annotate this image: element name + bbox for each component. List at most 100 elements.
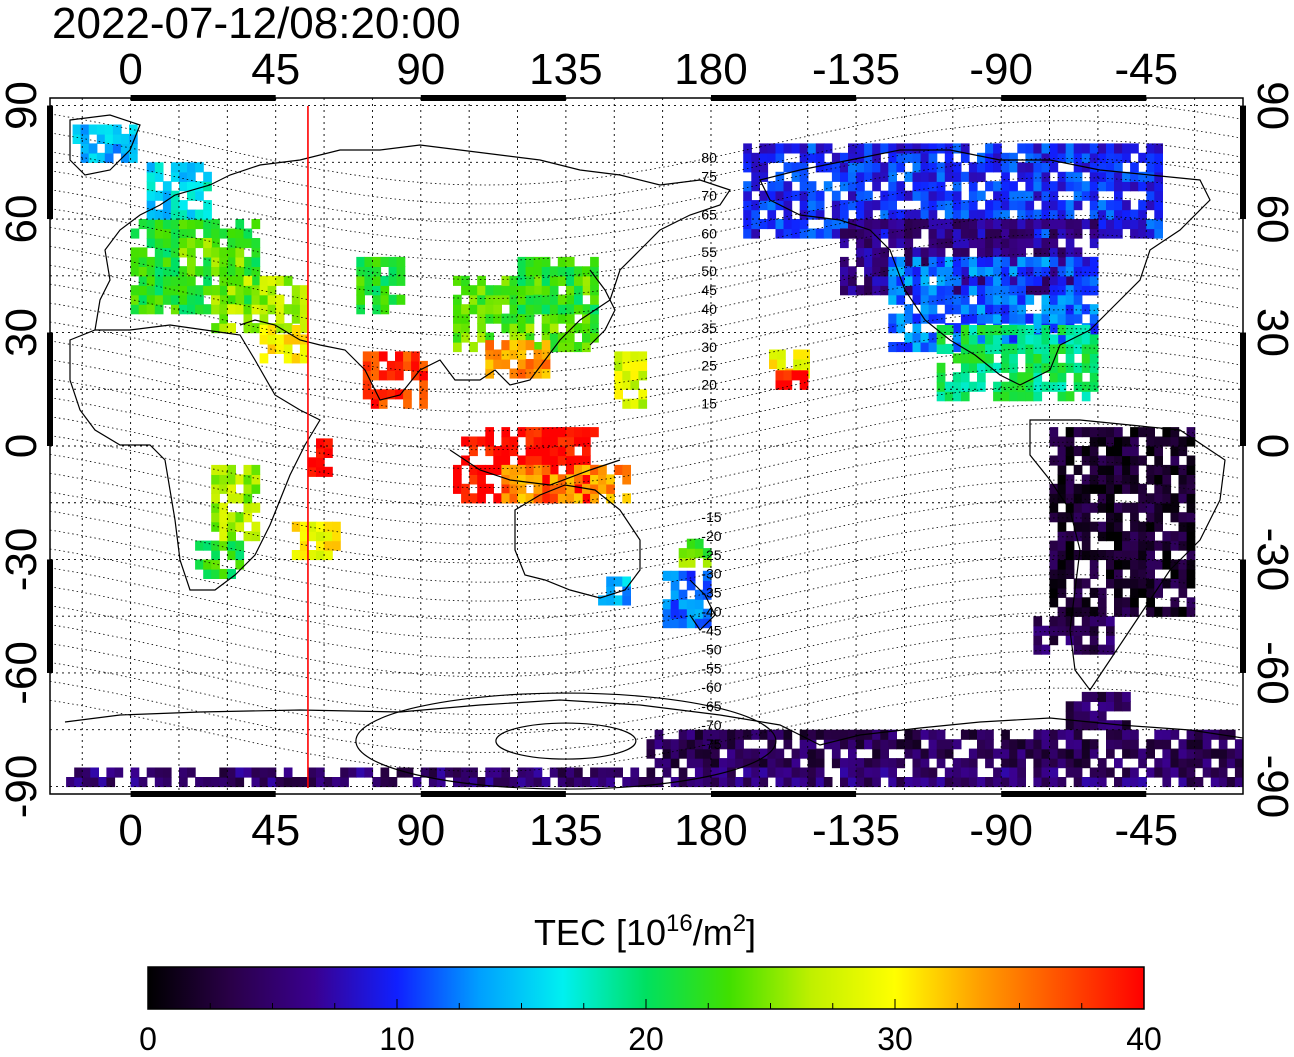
tec-cell	[378, 370, 388, 381]
tec-cell	[678, 589, 688, 600]
tec-cell	[1210, 748, 1220, 759]
tec-cell	[1097, 616, 1107, 627]
tec-cell	[944, 266, 954, 277]
tec-cell	[203, 247, 212, 258]
tec-cell	[920, 152, 930, 163]
tec-region-6	[356, 256, 406, 315]
lat-label-right-3: 0	[1248, 434, 1294, 458]
tec-cell	[1041, 152, 1051, 163]
tec-cell	[977, 353, 986, 364]
tec-cell	[1025, 294, 1035, 305]
tec-cell	[840, 228, 849, 239]
tec-cell	[541, 446, 551, 457]
tec-cell	[1049, 209, 1059, 220]
tec-cell	[1089, 209, 1099, 220]
tec-cell	[227, 256, 236, 267]
tec-cell	[1001, 171, 1010, 182]
tec-cell	[775, 777, 785, 788]
tec-cell	[356, 767, 365, 778]
tec-cell	[952, 209, 962, 220]
tec-cell	[1081, 152, 1091, 163]
tec-cell	[275, 343, 285, 354]
tec-cell	[170, 209, 180, 220]
tec-cell	[299, 550, 309, 561]
tec-cell	[848, 748, 857, 759]
tec-cell	[541, 483, 551, 494]
tec-cell	[565, 332, 575, 343]
tec-cell	[477, 275, 486, 286]
tec-cell	[840, 729, 849, 740]
tec-cell	[1089, 739, 1099, 750]
tec-cell	[170, 266, 180, 277]
tec-cell	[211, 502, 220, 513]
tec-cell	[791, 370, 801, 381]
tec-cell	[154, 294, 164, 305]
tec-cell	[501, 427, 511, 438]
tec-cell	[1162, 483, 1172, 494]
tec-cell	[1049, 323, 1059, 334]
tec-cell	[1106, 625, 1115, 636]
tec-cell	[1186, 455, 1196, 466]
tec-region-16	[291, 521, 341, 561]
tec-cell	[211, 256, 220, 267]
tec-cell	[1122, 181, 1131, 192]
tec-cell	[1065, 143, 1075, 154]
tec-cell	[1130, 729, 1139, 740]
tec-cell	[1186, 502, 1196, 513]
tec-cell	[1033, 152, 1043, 163]
tec-cell	[1154, 512, 1163, 523]
tec-cell	[1122, 767, 1131, 778]
tec-cell	[179, 228, 188, 239]
tec-cell	[211, 474, 220, 485]
tec-cell	[1089, 748, 1099, 759]
tec-cell	[1033, 162, 1043, 173]
tec-cell	[549, 464, 559, 475]
tec-cell	[920, 342, 930, 353]
tec-cell	[533, 342, 543, 353]
tec-cell	[993, 285, 1002, 296]
mlat-label-s-0: -15	[701, 509, 721, 525]
tec-cell	[1154, 729, 1163, 740]
tec-cell	[646, 739, 656, 750]
tec-cell	[944, 200, 954, 211]
mlat-label-n-3: 65	[701, 206, 717, 222]
tec-cell	[283, 353, 293, 364]
tec-cell	[1089, 521, 1099, 532]
tec-cell	[1065, 343, 1075, 354]
mlat-label-s-12: -75	[701, 736, 721, 752]
tec-cell	[686, 580, 696, 591]
tec-cell	[1057, 343, 1067, 354]
tec-cell	[815, 758, 825, 769]
tec-cell	[1154, 171, 1163, 182]
tec-cell	[485, 446, 494, 457]
tec-cell	[1041, 238, 1051, 249]
tec-cell	[1097, 493, 1107, 504]
tec-cell	[1081, 540, 1091, 551]
tec-cell	[880, 219, 889, 230]
tec-cell	[702, 729, 712, 740]
tec-cell	[251, 256, 261, 267]
tec-cell	[1065, 181, 1075, 192]
coastline-australia	[514, 484, 641, 599]
tec-cell	[1106, 436, 1115, 447]
tec-cell	[622, 595, 631, 606]
tec-cell	[1154, 436, 1163, 447]
tec-cell	[1114, 209, 1123, 220]
tec-cell	[525, 777, 535, 788]
tec-cell	[678, 767, 688, 778]
tec-cell	[638, 360, 648, 371]
tec-cell	[622, 474, 631, 485]
tec-cell	[872, 219, 881, 230]
tec-cell	[1081, 502, 1091, 513]
tec-cell	[324, 777, 333, 788]
tec-cell	[872, 266, 881, 277]
tec-cell	[993, 275, 1002, 286]
tec-cell	[1001, 353, 1010, 364]
tec-cell	[485, 777, 494, 788]
tec-cell	[138, 777, 148, 788]
tec-cell	[590, 493, 599, 504]
tec-cell	[179, 162, 188, 173]
tec-cell	[1057, 521, 1067, 532]
tec-cell	[1057, 275, 1067, 286]
tec-region-1	[179, 238, 245, 277]
